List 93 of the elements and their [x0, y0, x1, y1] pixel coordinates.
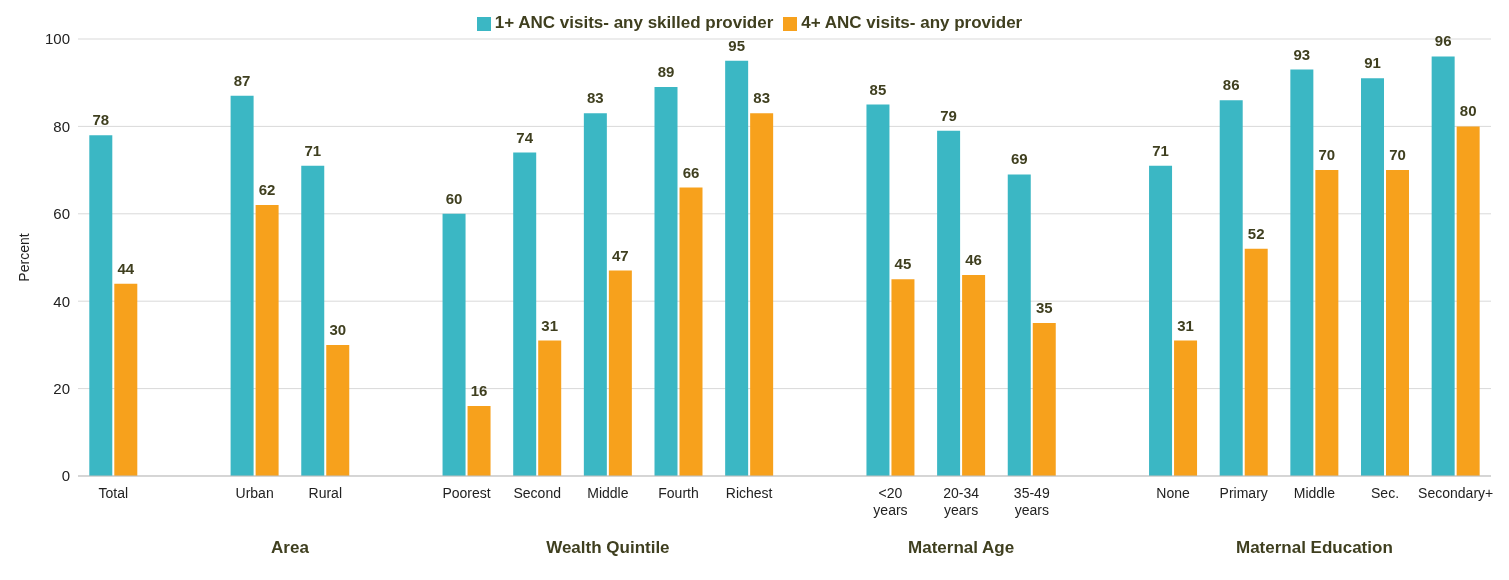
data-label: 83 [587, 89, 604, 107]
data-label: 87 [233, 71, 251, 89]
data-label: 85 [869, 80, 887, 98]
data-label: 71 [304, 141, 322, 159]
x-tick-label: Second [513, 485, 561, 501]
data-label: 52 [1247, 224, 1265, 242]
text: Maternal Education [1234, 538, 1394, 558]
data-label: 78 [92, 111, 110, 129]
x-tick-label: 20-34 years [943, 485, 980, 518]
x-tick-label: Sec. [1371, 485, 1400, 501]
data-label: 93 [1293, 45, 1311, 63]
x-tick-label: Urban [235, 485, 274, 501]
data-label: 79 [940, 106, 957, 124]
bar [866, 104, 890, 476]
data-label: 30 [329, 320, 347, 338]
y-tick-label: 0 [61, 467, 70, 485]
x-tick-label: 35-49 years [1013, 485, 1050, 518]
bar [937, 130, 961, 476]
data-label: 44 [117, 259, 135, 277]
x-tick-label: Fourth [658, 485, 699, 501]
bar [538, 340, 562, 476]
bar [1456, 126, 1480, 476]
data-label: 45 [894, 255, 912, 273]
bar [679, 187, 703, 476]
bar [301, 165, 325, 476]
data-label: 86 [1222, 76, 1240, 94]
y-tick-label: 20 [53, 379, 70, 397]
data-label: 62 [258, 181, 276, 199]
bar [654, 87, 678, 476]
data-label: 71 [1152, 141, 1169, 159]
x-tick-label: Middle [1293, 485, 1336, 501]
bar [1386, 170, 1409, 476]
bar [750, 113, 774, 476]
x-tick-label: Primary [1219, 485, 1268, 501]
x-tick-label: Rural [308, 485, 343, 501]
bar [725, 60, 749, 476]
bar [326, 344, 350, 476]
x-tick-label: None [1156, 485, 1191, 501]
bar [230, 95, 254, 476]
x-tick-label: <20 years [873, 485, 908, 518]
data-label: 31 [1177, 316, 1194, 334]
x-tick-label: Secondary+ [1418, 485, 1494, 501]
data-label: 16 [470, 382, 488, 400]
bar [1290, 69, 1314, 476]
data-label: 83 [753, 89, 770, 107]
data-label: 80 [1459, 102, 1477, 120]
bar [513, 152, 537, 476]
bar [1174, 340, 1198, 476]
data-label: 74 [516, 128, 534, 146]
bar [1244, 248, 1268, 476]
data-label: 47 [612, 246, 629, 264]
bar [467, 406, 491, 476]
bar [1361, 78, 1384, 476]
data-label: 70 [1389, 146, 1406, 164]
y-tick-label: 60 [53, 205, 70, 223]
x-tick-label: Middle [587, 485, 629, 501]
bar [608, 270, 632, 476]
data-label: 66 [682, 163, 700, 181]
data-label: 89 [657, 63, 675, 81]
bar [255, 205, 279, 476]
bar [1007, 174, 1031, 476]
text: Area [270, 538, 310, 558]
y-tick-label: 100 [44, 30, 70, 48]
bar [89, 135, 113, 476]
bar [1149, 165, 1173, 476]
bar [1315, 170, 1339, 476]
x-tick-label: Richest [725, 485, 773, 501]
data-label: 70 [1318, 146, 1336, 164]
bar [891, 279, 915, 476]
data-label: 60 [445, 189, 463, 207]
y-axis-title: Percent [15, 233, 32, 282]
data-label: 91 [1364, 54, 1381, 72]
bar [114, 283, 138, 476]
data-label: 69 [1010, 150, 1028, 168]
data-label: 95 [728, 36, 745, 54]
data-label: 35 [1035, 299, 1053, 317]
data-label: 96 [1434, 32, 1452, 50]
y-tick-label: 40 [53, 292, 70, 310]
text: Wealth Quintile [545, 538, 671, 558]
bar [1032, 323, 1056, 476]
x-tick-label: Total [98, 485, 129, 501]
bar [1431, 56, 1455, 476]
legend-label: 1+ ANC visits- any skilled provider [494, 13, 774, 32]
bar [583, 113, 607, 476]
bar [442, 213, 466, 476]
data-label: 31 [541, 316, 559, 334]
text: Maternal Age [907, 538, 1016, 558]
legend-label: 4+ ANC visits- any provider [801, 13, 1023, 32]
data-label: 46 [965, 250, 982, 268]
y-tick-label: 80 [53, 117, 70, 135]
x-tick-label: Poorest [442, 485, 491, 501]
bar [1219, 100, 1243, 476]
bar [962, 274, 986, 476]
